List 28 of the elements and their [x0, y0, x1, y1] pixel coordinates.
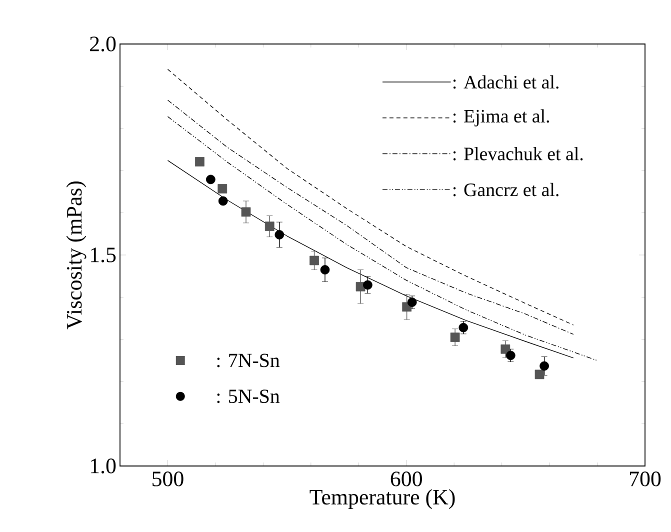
legend-label: : Ejima et al. — [453, 109, 550, 126]
x-tick-label: 600 — [390, 472, 422, 486]
y-tick-label: 1.5 — [91, 248, 116, 262]
y-axis-title: Viscosity (mPas) — [66, 181, 86, 330]
legend-label: : Gancrz et al. — [453, 182, 558, 196]
point — [407, 298, 417, 307]
point — [450, 332, 460, 342]
y-tick-label: 1.0 — [91, 458, 116, 474]
point — [363, 280, 372, 290]
legend-label: : Plevachuk et al. — [453, 147, 583, 160]
point — [540, 361, 549, 371]
legend-label: : 7N-Sn — [217, 354, 280, 368]
legend-label: : 5N-Sn — [217, 390, 280, 404]
point — [274, 230, 284, 240]
point — [218, 184, 228, 194]
legend-label: : Adachi et al. — [453, 75, 558, 89]
x-axis-title: Temperature (K) — [310, 489, 455, 510]
point — [320, 265, 330, 274]
point — [241, 207, 251, 217]
point — [218, 196, 228, 206]
x-tick-label: 500 — [152, 472, 184, 486]
x-tick-label: 700 — [630, 472, 661, 486]
point — [310, 256, 319, 266]
y-tick-label: 2.0 — [90, 36, 116, 52]
point — [195, 157, 204, 166]
point — [458, 322, 468, 332]
point — [206, 174, 216, 184]
point — [264, 222, 274, 231]
